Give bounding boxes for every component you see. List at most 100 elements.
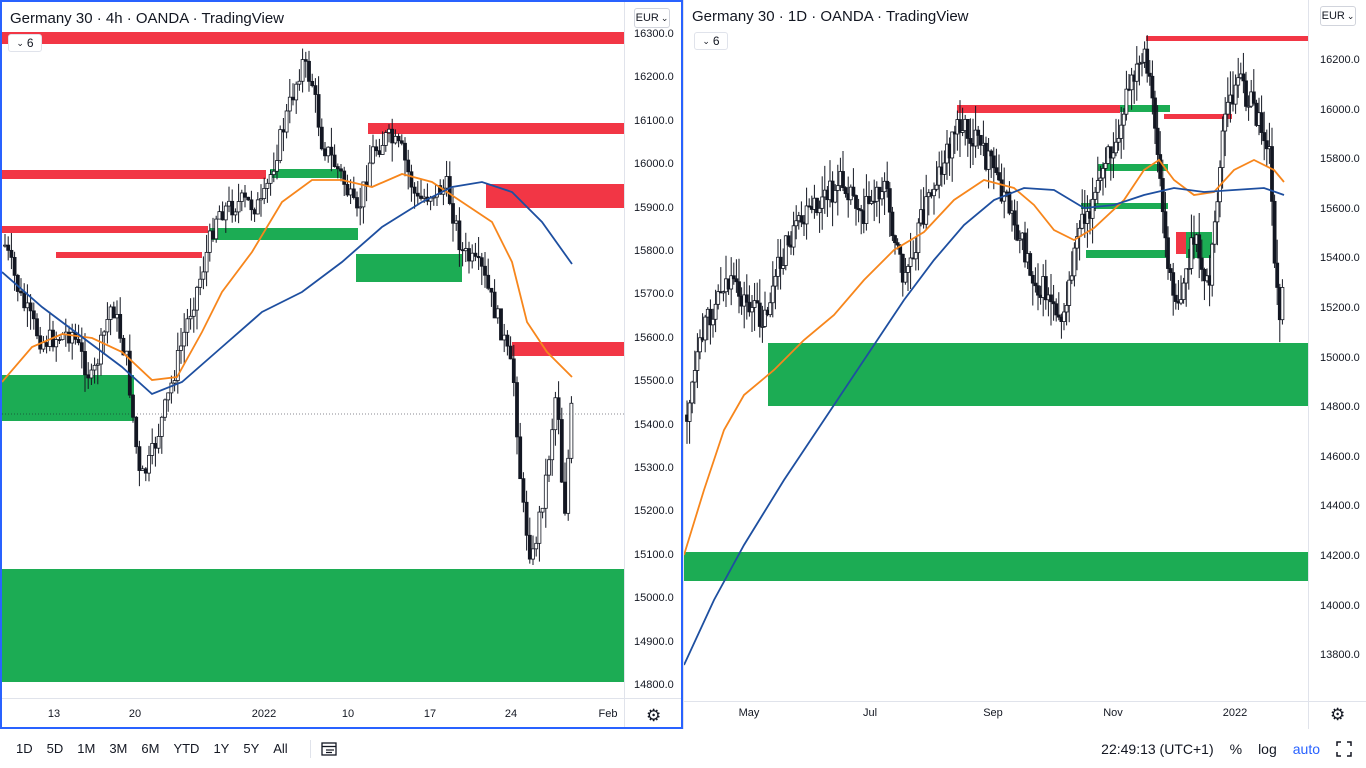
candle-body [1015,224,1020,241]
timeframe-1m[interactable]: 1M [77,741,96,756]
indicators-toggle[interactable]: ⌄ 6 [8,34,42,52]
candle-body [763,309,767,327]
chart-pane-4h[interactable]: Germany 30 · 4h · OANDA · TradingView ⌄ … [0,0,683,729]
candle-body [1158,154,1163,179]
compare-calendar-icon[interactable] [321,741,339,757]
candle-body [377,150,382,155]
candle-body [1241,73,1246,82]
candle-body [172,380,177,384]
candle-body [143,468,148,474]
candle-body [105,319,110,333]
candle-body [716,291,721,305]
timeframe-5d[interactable]: 5D [46,741,64,756]
candle-body [734,278,739,283]
candle-body [396,135,401,142]
candle-body [246,196,251,201]
supply-zone [486,184,624,208]
candle-body [451,203,455,224]
currency-button[interactable]: EUR ⌄ [634,8,670,28]
supply-zone [1146,36,1308,41]
demand-zone [684,552,1308,581]
candle-body [1103,163,1108,169]
candle-body [467,248,471,262]
candle-body [444,176,449,189]
currency-button[interactable]: EUR ⌄ [1320,6,1356,26]
demand-zone [1120,105,1170,112]
candle-body [323,148,327,157]
log-scale-toggle[interactable]: log [1258,740,1277,757]
candle-body [893,235,897,244]
candle-body [1262,132,1267,142]
demand-zone [1081,203,1168,209]
timeframe-1d[interactable]: 1D [16,741,33,756]
candle-body [994,167,999,173]
candle-body [695,351,700,371]
candle-body [217,211,222,220]
candle-body [79,342,84,352]
price-tick-label: 16300.0 [634,28,674,40]
candle-body [1017,238,1022,241]
supply-zone [1176,232,1186,254]
settings-gear-icon[interactable]: ⚙ [646,706,662,725]
candle-body [326,146,331,157]
candle-body [1259,112,1264,133]
settings-gear-icon[interactable]: ⚙ [1330,705,1346,724]
candle-body [1064,305,1069,313]
candle-body [895,242,900,246]
candle-body [872,200,877,203]
candle-body [131,394,135,418]
chart-canvas-1d[interactable] [684,0,1366,729]
candle-body [1244,80,1248,107]
candle-body [731,275,736,280]
percent-scale-toggle[interactable]: % [1229,740,1243,757]
time-tick-label: Feb [598,708,618,720]
timeframe-ytd[interactable]: YTD [173,741,200,756]
price-tick-label: 15400.0 [634,418,674,431]
candle-body [799,215,804,223]
candle-body [841,171,845,188]
chart-canvas-4h[interactable] [2,2,681,727]
indicators-toggle[interactable]: ⌄ 6 [694,32,728,50]
candle-body [1119,124,1124,139]
candle-body [965,118,970,139]
timeframe-5y[interactable]: 5Y [243,741,260,756]
candle-body [505,334,510,347]
candle-body [188,315,193,320]
candle-body [70,332,75,344]
clock-timezone[interactable]: 22:49:13 (UTC+1) [1101,740,1214,757]
candle-body [942,162,947,175]
candle-body [1184,268,1189,284]
chart-title: Germany 30 · 1D · OANDA · TradingView [692,8,969,25]
candle-body [1012,210,1017,226]
auto-scale-toggle[interactable]: auto [1292,740,1320,757]
candle-body [28,302,33,312]
price-tick-label: 15000.0 [634,592,674,605]
candle-body [885,180,890,189]
candle-body [1153,97,1157,129]
candle-body [508,345,513,360]
fullscreen-icon[interactable] [1336,740,1352,757]
price-tick-label: 15600.0 [634,331,674,344]
candle-body [108,306,113,320]
candle-body [1199,257,1204,270]
candle-body [851,186,856,196]
candle-body [367,162,372,187]
candle-body [1236,77,1241,86]
chart-pane-1d[interactable]: Germany 30 · 1D · OANDA · TradingView ⌄ … [683,0,1366,729]
candle-body [1160,178,1165,213]
timeframe-3m[interactable]: 3M [109,741,128,756]
candle-body [198,278,203,288]
candle-body [1108,146,1113,159]
candle-body [778,256,783,269]
candle-body [294,83,299,101]
candle-body [934,184,939,190]
candle-body [25,302,30,309]
candle-body [1023,232,1027,263]
candle-body [692,370,697,383]
candle-body [703,316,708,341]
timeframe-1y[interactable]: 1Y [213,741,230,756]
candle-body [1140,61,1144,64]
timeframe-all[interactable]: All [273,741,288,756]
candle-body [997,172,1001,181]
timeframe-6m[interactable]: 6M [141,741,160,756]
